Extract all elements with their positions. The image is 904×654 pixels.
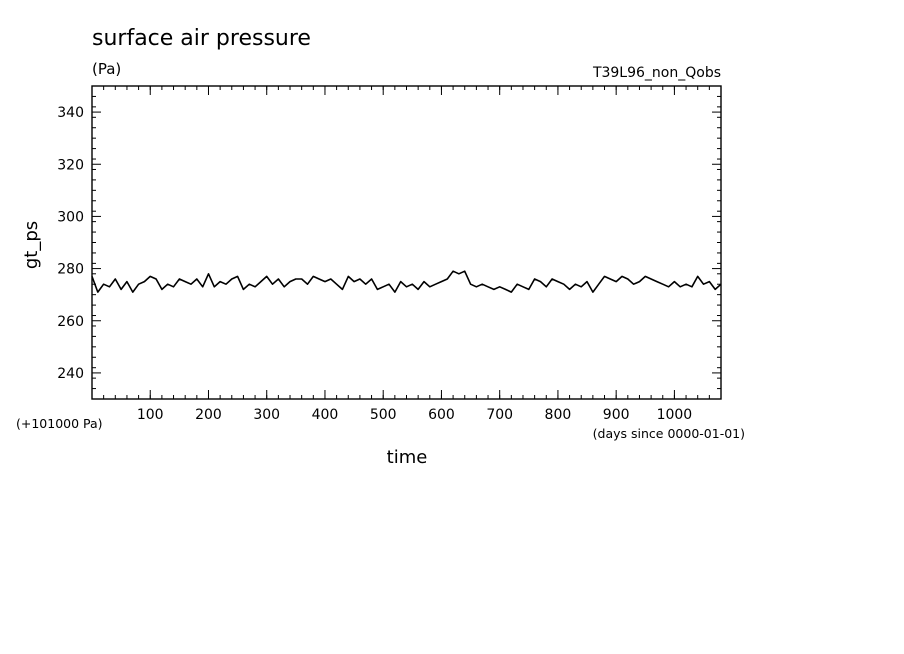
y-offset-note: (+101000 Pa) bbox=[16, 416, 103, 431]
y-tick-label: 320 bbox=[57, 157, 84, 173]
y-tick-label: 340 bbox=[57, 105, 84, 121]
x-axis-label: time bbox=[387, 447, 428, 468]
series-line bbox=[91, 270, 722, 293]
y-axis-label: gt_ps bbox=[21, 221, 42, 269]
run-label: T39L96_non_Qobs bbox=[592, 65, 721, 81]
y-tick-label: 240 bbox=[57, 366, 84, 382]
x-tick-label: 1000 bbox=[657, 407, 693, 423]
x-tick-label: 900 bbox=[603, 407, 630, 423]
y-tick-label: 260 bbox=[57, 314, 84, 330]
x-tick-label: 100 bbox=[137, 407, 164, 423]
x-tick-label: 700 bbox=[486, 407, 513, 423]
chart-unit: (Pa) bbox=[92, 60, 121, 78]
tick-labels: 100 200 300 400 500 600 700 800 900 1000 240 260 280… bbox=[57, 105, 692, 423]
x-tick-label: 600 bbox=[428, 407, 455, 423]
x-tick-label: 400 bbox=[312, 407, 339, 423]
chart-title: surface air pressure bbox=[92, 26, 311, 51]
x-tick-label: 500 bbox=[370, 407, 397, 423]
x-tick-label: 800 bbox=[545, 407, 572, 423]
y-tick-label: 280 bbox=[57, 262, 84, 278]
y-tick-label: 300 bbox=[57, 209, 84, 225]
x-unit-label: (days since 0000-01-01) bbox=[593, 426, 745, 441]
plot-frame bbox=[91, 85, 722, 400]
x-tick-label: 200 bbox=[195, 407, 222, 423]
x-tick-label: 300 bbox=[253, 407, 280, 423]
axis-ticks bbox=[92, 86, 721, 399]
